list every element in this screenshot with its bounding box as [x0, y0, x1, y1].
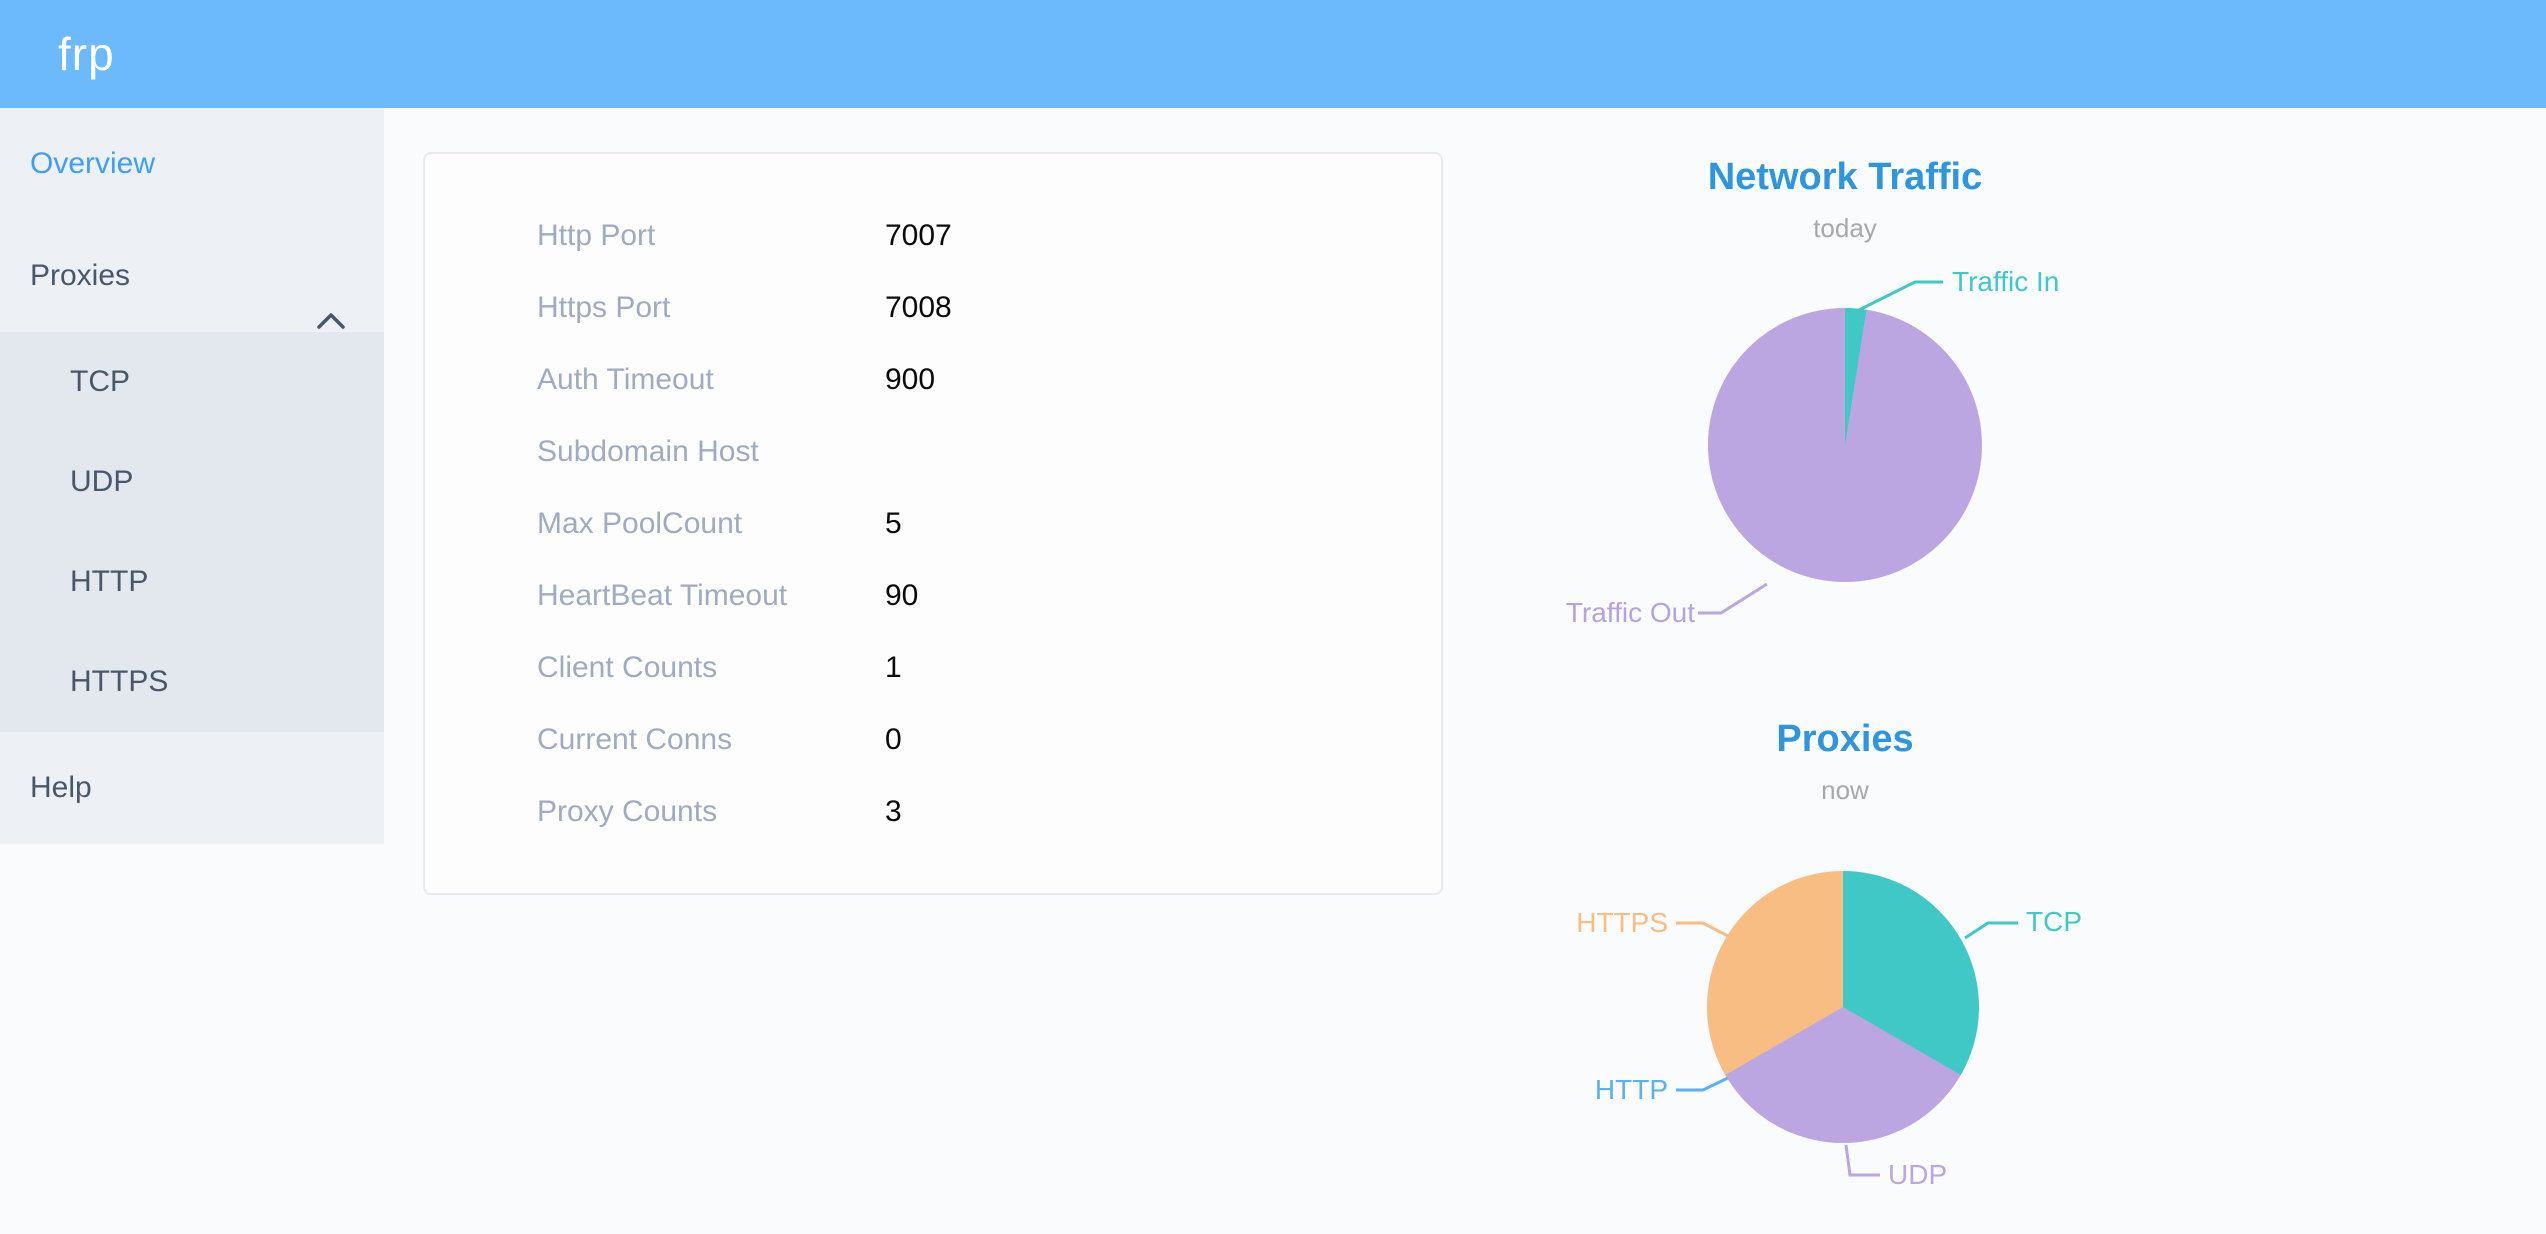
sidebar-item-http[interactable]: HTTP	[70, 565, 149, 598]
server-info-card: Http Port 7007 Https Port 7008 Auth Timeou…	[423, 152, 1443, 895]
info-row-http-port: Http Port 7007	[425, 200, 1441, 272]
proxies-subtitle: now	[1821, 775, 1869, 805]
app-header: frp	[0, 0, 2546, 108]
network-traffic-chart: Network Traffic today Traffic In Traffic…	[1452, 150, 2238, 690]
network-traffic-title: Network Traffic	[1707, 156, 1983, 198]
info-value: 1	[885, 651, 902, 684]
proxies-label-lines	[1676, 921, 2018, 1177]
chevron-up-icon	[314, 266, 348, 378]
sidebar-item-proxies-label: Proxies	[30, 259, 131, 292]
sidebar-item-help[interactable]: Help	[30, 771, 92, 804]
info-label: HeartBeat Timeout	[537, 579, 788, 612]
sidebar-item-overview[interactable]: Overview	[30, 147, 156, 180]
proxies-submenu: TCP UDP HTTP HTTPS	[0, 332, 384, 732]
proxy-udp-label: UDP	[1888, 1159, 1948, 1190]
traffic-label-lines	[1698, 280, 1943, 615]
sidebar: Overview Proxies TCP UDP HTTP HTTPS Help	[0, 108, 384, 844]
network-traffic-pie[interactable]	[1708, 308, 1982, 582]
proxy-https-label: HTTPS	[1576, 907, 1668, 938]
info-label: Max PoolCount	[537, 507, 743, 540]
info-value: 90	[885, 579, 919, 612]
info-row-current-conns: Current Conns 0	[425, 704, 1441, 776]
sidebar-item-proxies[interactable]: Proxies	[0, 220, 384, 332]
sidebar-item-tcp[interactable]: TCP	[70, 365, 130, 398]
info-value: 3	[885, 795, 902, 828]
proxy-http-label: HTTP	[1594, 1074, 1668, 1105]
info-label: Subdomain Host	[537, 435, 759, 468]
sidebar-item-udp[interactable]: UDP	[70, 465, 134, 498]
info-row-https-port: Https Port 7008	[425, 272, 1441, 344]
info-label: Proxy Counts	[537, 795, 718, 828]
info-value: 0	[885, 723, 902, 756]
proxy-tcp-label: TCP	[2026, 906, 2082, 937]
app-logo: frp	[58, 28, 115, 80]
info-label: Https Port	[537, 291, 671, 324]
info-row-heartbeat-timeout: HeartBeat Timeout 90	[425, 560, 1441, 632]
info-value: 7007	[885, 219, 952, 252]
info-value: 900	[885, 363, 936, 396]
info-row-subdomain-host: Subdomain Host	[425, 416, 1441, 488]
info-row-client-counts: Client Counts 1	[425, 632, 1441, 704]
sidebar-item-https[interactable]: HTTPS	[70, 665, 169, 698]
proxies-chart: Proxies now TCP HTTPS HTTP UDP	[1452, 710, 2238, 1234]
traffic-in-label: Traffic In	[1952, 266, 2060, 297]
network-traffic-subtitle: today	[1813, 213, 1877, 243]
traffic-out-label: Traffic Out	[1565, 597, 1695, 628]
info-label: Http Port	[537, 219, 656, 252]
info-label: Client Counts	[537, 651, 718, 684]
info-row-proxy-counts: Proxy Counts 3	[425, 776, 1441, 848]
proxies-pie[interactable]	[1707, 871, 1979, 1143]
info-row-auth-timeout: Auth Timeout 900	[425, 344, 1441, 416]
info-label: Auth Timeout	[537, 363, 714, 396]
proxies-title: Proxies	[1776, 718, 1914, 760]
info-value: 7008	[885, 291, 952, 324]
info-label: Current Conns	[537, 723, 733, 756]
info-row-max-poolcount: Max PoolCount 5	[425, 488, 1441, 560]
info-value: 5	[885, 507, 902, 540]
